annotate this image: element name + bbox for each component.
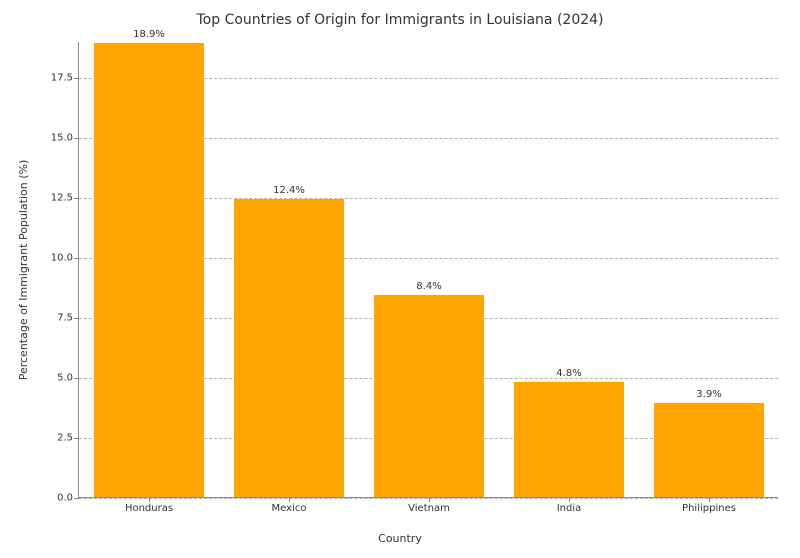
- y-tick-label: 12.5: [51, 193, 79, 204]
- bar: [514, 382, 623, 497]
- y-tick-label: 7.5: [57, 313, 79, 324]
- y-tick-label: 17.5: [51, 73, 79, 84]
- bar-value-label: 18.9%: [133, 29, 165, 40]
- plot-area: 0.02.55.07.510.012.515.017.518.9%Hondura…: [78, 42, 778, 498]
- x-tick-label: Philippines: [682, 497, 736, 514]
- y-tick-label: 10.0: [51, 253, 79, 264]
- y-tick-label: 5.0: [57, 373, 79, 384]
- bar-value-label: 8.4%: [416, 281, 441, 292]
- x-tick-label: India: [557, 497, 582, 514]
- bar: [234, 199, 343, 497]
- chart-title: Top Countries of Origin for Immigrants i…: [0, 12, 800, 28]
- y-tick-label: 2.5: [57, 433, 79, 444]
- x-tick-label: Mexico: [272, 497, 307, 514]
- bar: [654, 403, 763, 497]
- y-tick-label: 15.0: [51, 133, 79, 144]
- x-tick-label: Honduras: [125, 497, 173, 514]
- bar: [374, 295, 483, 497]
- chart-container: Top Countries of Origin for Immigrants i…: [0, 0, 800, 558]
- bar-value-label: 3.9%: [696, 389, 721, 400]
- y-axis-label: Percentage of Immigrant Population (%): [17, 160, 30, 381]
- bar-value-label: 12.4%: [273, 185, 305, 196]
- y-tick-label: 0.0: [57, 493, 79, 504]
- bar-value-label: 4.8%: [556, 368, 581, 379]
- x-tick-label: Vietnam: [408, 497, 450, 514]
- bar: [94, 43, 203, 497]
- x-axis-label: Country: [0, 532, 800, 545]
